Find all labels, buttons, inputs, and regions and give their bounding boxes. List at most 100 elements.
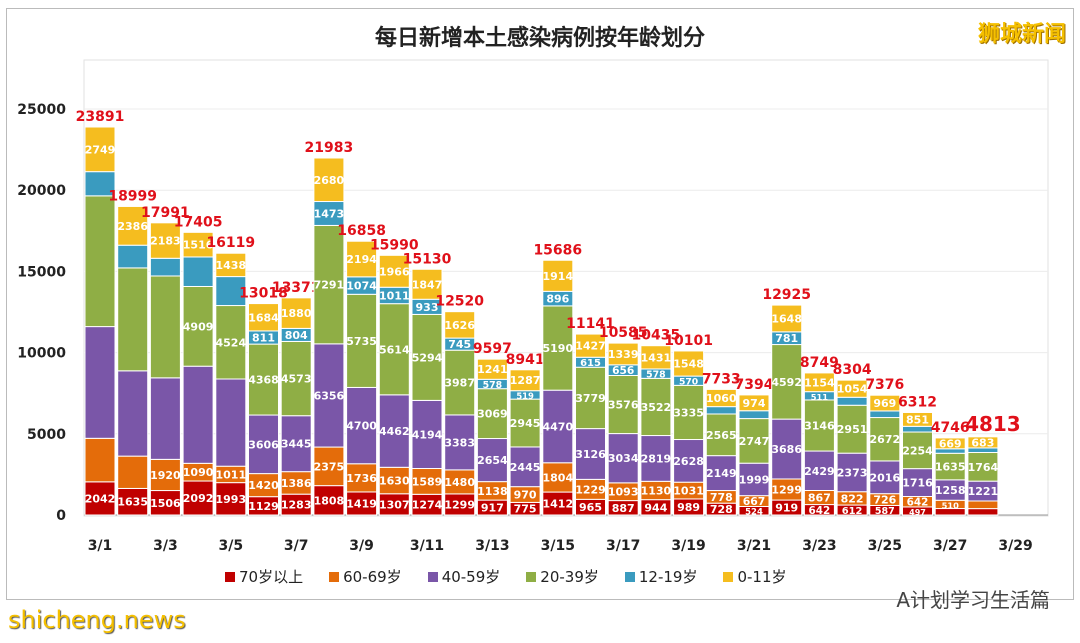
bar-segment — [836, 379, 868, 398]
total-label: 17991 — [141, 205, 190, 221]
data-label: 1420 — [248, 479, 279, 492]
bar-segment — [705, 413, 737, 457]
data-label: 1031 — [673, 485, 704, 498]
bar-segment — [411, 268, 443, 300]
bar-segment — [378, 303, 410, 396]
data-label: 3146 — [804, 420, 835, 433]
bar-segment — [182, 285, 214, 367]
data-label: 1129 — [248, 500, 279, 513]
data-label: 667 — [743, 495, 766, 508]
data-label: 1684 — [248, 311, 279, 324]
data-label: 511 — [811, 392, 829, 402]
data-label: 4524 — [215, 336, 246, 349]
data-label: 1548 — [673, 358, 704, 371]
data-label: 1138 — [477, 485, 508, 498]
data-label: 3987 — [444, 377, 475, 390]
data-label: 944 — [644, 501, 667, 514]
bar-segment — [117, 205, 149, 246]
data-label: 1920 — [150, 469, 181, 482]
data-label: 728 — [710, 503, 733, 516]
data-label: 4700 — [346, 420, 377, 433]
data-label: 1299 — [444, 498, 475, 511]
legend-item: 0-11岁 — [723, 566, 787, 587]
data-label: 2747 — [739, 435, 770, 448]
bar-segment — [836, 404, 868, 454]
data-label: 3606 — [248, 438, 279, 451]
legend-label: 40-59岁 — [441, 568, 501, 586]
data-label: 2149 — [706, 467, 737, 480]
legend-label: 60-69岁 — [343, 568, 402, 586]
data-label: 1011 — [379, 289, 410, 302]
data-label: 642 — [809, 505, 831, 517]
data-label: 612 — [842, 506, 863, 517]
data-label: 969 — [873, 397, 896, 410]
bar-segment — [84, 326, 116, 439]
data-label: 1966 — [379, 265, 410, 278]
data-label: 656 — [612, 364, 634, 377]
data-label: 615 — [580, 358, 601, 369]
legend-swatch — [526, 572, 537, 582]
data-label: 1241 — [477, 363, 508, 376]
total-label: 7733 — [702, 371, 741, 387]
total-label: 8941 — [506, 352, 545, 368]
data-label: 1339 — [608, 348, 639, 361]
data-label: 1221 — [968, 485, 999, 498]
total-label: 16858 — [337, 223, 386, 239]
total-label: 8749 — [800, 355, 839, 371]
bar-segment — [640, 345, 672, 370]
data-label: 1630 — [379, 475, 410, 488]
bar-segment — [476, 358, 508, 380]
total-label: 12520 — [435, 294, 484, 310]
data-label: 1516 — [183, 239, 214, 252]
bar-segment — [215, 378, 247, 467]
total-label: 6312 — [898, 394, 937, 410]
x-tick-label: 3/3 — [153, 538, 178, 554]
bar-segment — [934, 437, 966, 450]
bar-segment — [967, 508, 999, 516]
bar-segment — [117, 487, 149, 516]
bar-segment — [149, 490, 181, 516]
bar-segment — [215, 305, 247, 380]
legend-item: 12-19岁 — [624, 566, 697, 587]
data-label: 887 — [612, 502, 635, 515]
wechat-account: A计划学习生活篇 — [896, 588, 1050, 612]
data-label: 5735 — [346, 335, 377, 348]
total-label: 4813 — [965, 412, 1021, 436]
data-label: 2386 — [117, 220, 148, 233]
legend-label: 0-11岁 — [737, 568, 787, 586]
total-label: 13018 — [239, 286, 288, 302]
data-label: 965 — [579, 501, 602, 514]
bar-segment — [640, 435, 672, 482]
data-label: 1473 — [314, 207, 345, 220]
bar-segment — [149, 257, 181, 277]
bar-segment — [509, 369, 541, 392]
bar-segment — [509, 446, 541, 488]
bar-segment — [705, 455, 737, 492]
data-label: 1060 — [706, 392, 737, 405]
data-label: 1090 — [183, 466, 214, 479]
bar-segment — [346, 293, 378, 388]
total-label: 4746 — [931, 420, 970, 436]
data-label: 1054 — [837, 383, 868, 396]
x-tick-label: 3/5 — [218, 538, 243, 554]
data-label: 524 — [745, 508, 763, 518]
total-label: 10585 — [599, 325, 648, 341]
y-tick-label: 20000 — [17, 183, 66, 199]
bar-segment — [346, 240, 378, 278]
bar-segment — [117, 370, 149, 457]
data-label: 5294 — [412, 351, 443, 364]
data-label: 2254 — [902, 444, 933, 457]
legend-item: 40-59岁 — [427, 566, 501, 587]
data-label: 811 — [252, 332, 275, 345]
x-tick-label: 3/27 — [933, 538, 967, 554]
bar-segment — [705, 406, 737, 415]
data-label: 1808 — [314, 494, 345, 507]
bar-segment — [117, 455, 149, 489]
total-label: 9597 — [473, 341, 512, 357]
bar-segment — [836, 452, 868, 493]
bar-segment — [967, 452, 999, 482]
bar-segment — [902, 468, 933, 498]
data-label: 4470 — [542, 420, 573, 433]
data-label: 2680 — [314, 174, 345, 187]
